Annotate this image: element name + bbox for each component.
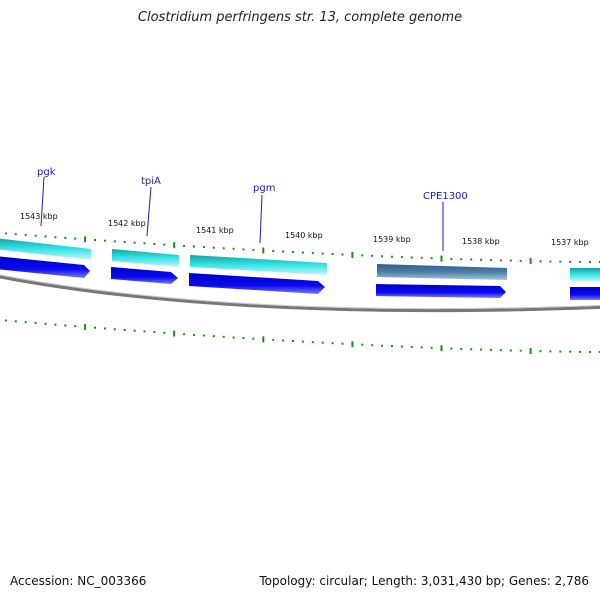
gene-labels: pgk tpiA pgm CPE1300 [37, 167, 468, 251]
cds-arrow-CPE1300 [376, 284, 506, 298]
cds-arrow-tpiA [111, 267, 178, 284]
scale-label: 1543 kbp [20, 212, 58, 221]
scale-labels: 1543 kbp 1542 kbp 1541 kbp 1540 kbp 1539… [20, 212, 589, 247]
scale-label: 1540 kbp [285, 231, 323, 240]
gene-block-pgk [0, 238, 91, 260]
gene-block-pgm [190, 255, 327, 275]
gene-block-CPE1300 [377, 264, 507, 280]
gene-track [0, 238, 600, 281]
scale-label: 1542 kbp [108, 219, 146, 228]
accession-text: Accession: NC_003366 [10, 574, 147, 588]
gc-inner-track [4, 319, 600, 354]
gene-label-tpiA: tpiA [141, 176, 161, 187]
cds-arrow-pgm [189, 273, 325, 294]
gene-label-leader [259, 194, 263, 244]
cds-track [0, 256, 600, 300]
gene-label-pgm: pgm [253, 183, 275, 194]
scale-label: 1541 kbp [196, 226, 234, 235]
gc-outer-track [4, 232, 600, 265]
genome-summary-text: Topology: circular; Length: 3,031,430 bp… [259, 574, 589, 588]
gene-block-next [570, 268, 600, 281]
gene-block-tpiA [112, 249, 179, 267]
gene-label-CPE1300: CPE1300 [423, 191, 468, 202]
scale-label: 1537 kbp [551, 238, 589, 247]
gene-label-pgk: pgk [37, 167, 56, 178]
gene-label-leader [40, 176, 45, 227]
cds-arrow-pgk [0, 256, 90, 278]
scale-label: 1538 kbp [462, 237, 500, 246]
genome-backbone-highlight [0, 274, 600, 310]
map-title: Clostridium perfringens str. 13, complet… [137, 10, 463, 25]
genome-backbone [0, 275, 600, 313]
scale-label: 1539 kbp [373, 235, 411, 244]
gene-label-leader [146, 186, 152, 237]
cds-arrow-next [570, 287, 600, 300]
